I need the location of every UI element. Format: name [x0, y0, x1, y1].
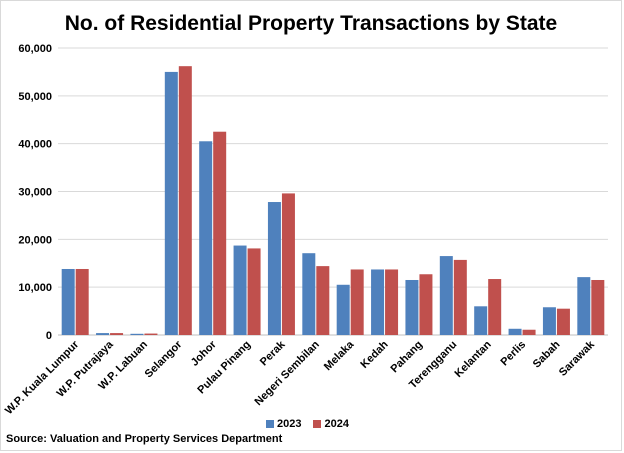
bar-2023-pahang: [405, 279, 419, 335]
bar-2024-kelantan: [488, 279, 502, 335]
bar-2024-pulau-pinang: [247, 248, 261, 335]
y-tick-label: 0: [46, 330, 52, 342]
bar-2024-melaka: [350, 269, 364, 335]
bar-2024-negeri-sembilan: [316, 266, 330, 335]
y-tick-label: 50,000: [18, 91, 52, 103]
bar-2023-kedah: [371, 269, 385, 335]
bar-2024-sabah: [556, 308, 570, 335]
bar-2023-w-p-labuan: [130, 333, 144, 335]
source-note: Source: Valuation and Property Services …: [6, 433, 283, 445]
legend-swatch-2024: [313, 420, 322, 428]
x-tick-label: Perlis: [499, 339, 529, 369]
y-tick-label: 60,000: [18, 43, 52, 55]
bar-2024-johor: [213, 131, 227, 335]
bar-2023-johor: [199, 141, 213, 335]
bar-2024-perlis: [522, 329, 536, 335]
x-tick-label: Sarawak: [557, 338, 598, 379]
bar-2024-kedah: [385, 269, 399, 335]
bar-2023-perak: [267, 202, 281, 335]
bar-2024-selangor: [178, 66, 192, 335]
y-tick-label: 10,000: [18, 282, 52, 294]
legend-swatch-2023: [266, 420, 274, 428]
bar-2023-terengganu: [439, 256, 453, 335]
bar-2023-selangor: [164, 71, 178, 336]
bar-2024-sarawak: [591, 279, 605, 335]
bar-2023-negeri-sembilan: [302, 253, 316, 335]
y-tick-label: 40,000: [18, 139, 52, 151]
legend-label-2024: 2024: [324, 418, 349, 430]
bar-2023-pulau-pinang: [233, 245, 247, 335]
bar-2023-sarawak: [577, 277, 591, 335]
bar-2024-w-p-kuala-lumpur: [75, 268, 89, 335]
x-tick-label: Negeri Sembilan: [252, 338, 322, 408]
chart-title: No. of Residential Property Transactions…: [64, 12, 558, 35]
bar-2024-perak: [281, 193, 295, 335]
x-tick-label: Melaka: [322, 338, 357, 373]
bar-2023-kelantan: [474, 306, 488, 335]
bar-2023-sabah: [542, 307, 556, 335]
legend-label-2023: 2023: [277, 418, 302, 430]
x-tick-label: Kedah: [358, 338, 390, 370]
bar-2024-w-p-putrajaya: [110, 333, 124, 335]
x-tick-label: Kelantan: [452, 338, 494, 380]
legend: 2023 2024: [266, 418, 349, 430]
x-tick-label: Perak: [258, 338, 288, 368]
legend-item-2024: 2024: [313, 418, 349, 430]
bar-2023-perlis: [508, 328, 522, 335]
bar-2023-w-p-putrajaya: [96, 333, 110, 335]
bar-2024-terengganu: [453, 259, 467, 335]
bar-2024-pahang: [419, 274, 433, 335]
bar-2023-melaka: [336, 284, 350, 335]
x-tick-label: Johor: [189, 338, 220, 369]
x-tick-label: Selangor: [143, 338, 185, 380]
legend-item-2023: 2023: [266, 418, 301, 430]
bar-2024-w-p-labuan: [144, 333, 158, 335]
y-tick-label: 30,000: [18, 187, 52, 199]
y-tick-label: 20,000: [18, 234, 52, 246]
x-tick-label: Sabah: [531, 338, 563, 370]
bar-2023-w-p-kuala-lumpur: [61, 268, 75, 335]
